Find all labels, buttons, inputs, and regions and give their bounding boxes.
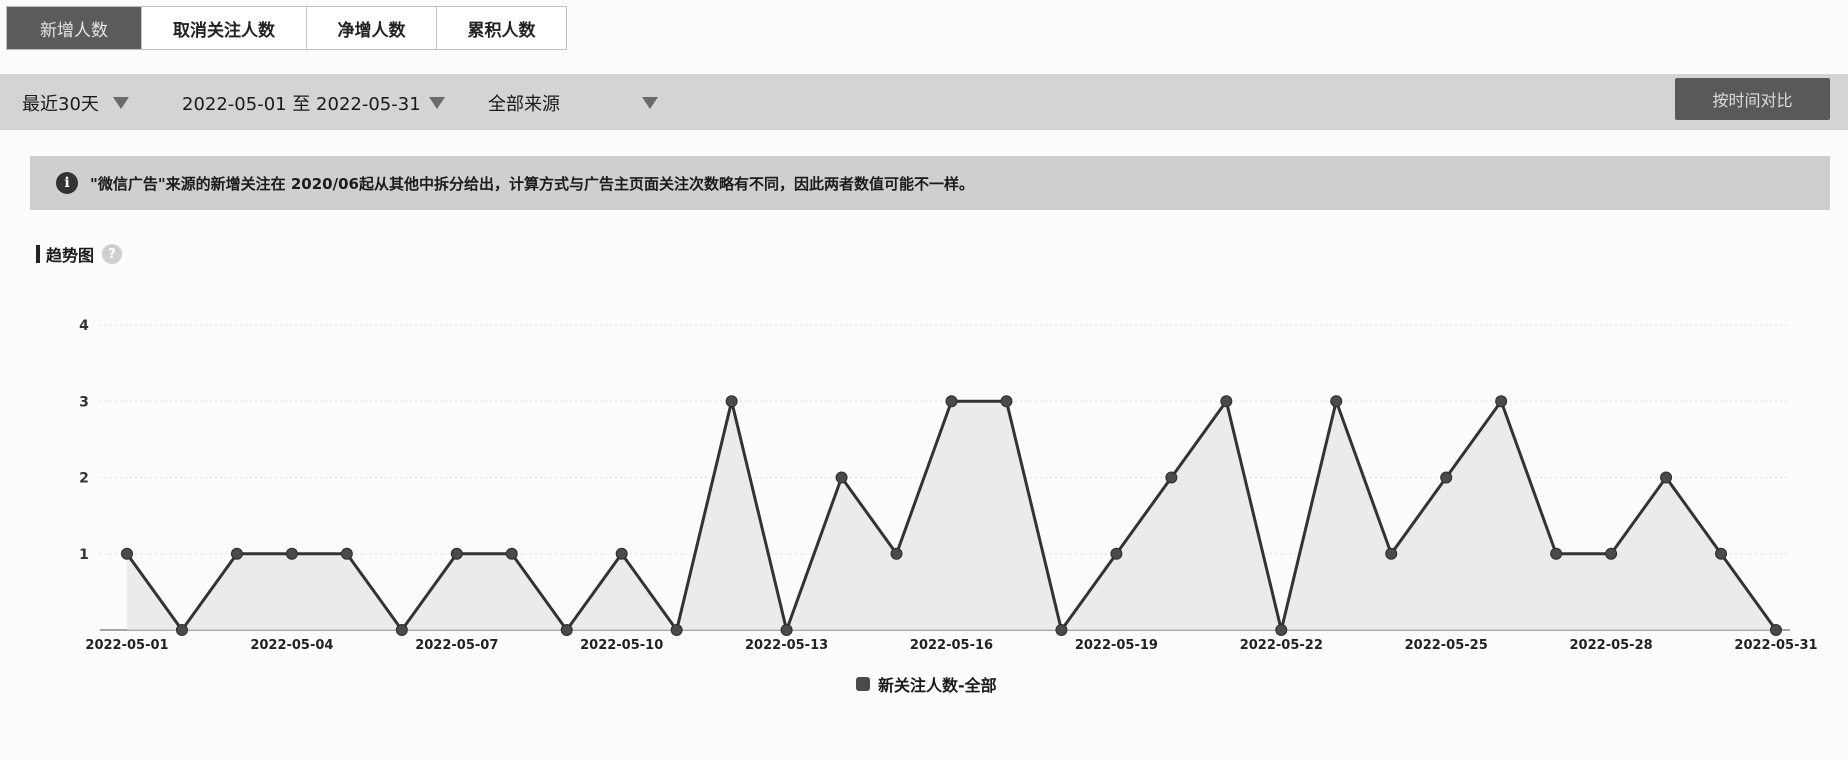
x-tick-label: 2022-05-28 [1570, 638, 1653, 653]
data-point [395, 624, 408, 636]
data-point [1330, 395, 1343, 408]
data-point [560, 624, 573, 636]
range-select[interactable]: 最近30天 [22, 90, 129, 116]
source-select-value: 全部来源 [488, 94, 560, 115]
x-tick-label: 2022-05-31 [1734, 638, 1817, 653]
data-point [1605, 547, 1618, 560]
compare-by-time-button[interactable]: 按时间对比 [1675, 78, 1830, 120]
data-point [670, 624, 683, 636]
data-point [230, 547, 243, 560]
legend-label: 新关注人数-全部 [878, 676, 997, 695]
data-point [1000, 395, 1013, 408]
y-tick-label: 4 [79, 318, 89, 334]
y-axis-ticks: 1 2 3 4 [79, 318, 89, 563]
data-point [1770, 624, 1782, 636]
data-point [1495, 395, 1508, 408]
x-axis-ticks: 2022-05-01 2022-05-04 2022-05-07 2022-05-10… [85, 638, 1817, 653]
tab-unfollowers[interactable]: 取消关注人数 [141, 7, 306, 49]
data-point [945, 395, 958, 408]
legend-swatch [856, 677, 870, 691]
chevron-down-icon [428, 97, 445, 109]
date-range-value: 2022-05-01 至 2022-05-31 [182, 94, 421, 115]
x-tick-label: 2022-05-16 [910, 638, 993, 653]
data-point [1660, 471, 1673, 484]
x-tick-label: 2022-05-22 [1240, 638, 1323, 653]
section-header: 趋势图 ? [36, 242, 123, 266]
series-points [121, 395, 1782, 636]
x-tick-label: 2022-05-13 [745, 638, 828, 653]
metric-tabs: 新增人数 取消关注人数 净增人数 累积人数 [6, 6, 567, 50]
y-tick-label: 2 [79, 471, 89, 487]
data-point [725, 395, 738, 408]
x-tick-label: 2022-05-01 [85, 638, 168, 653]
data-point [175, 624, 188, 636]
y-tick-label: 3 [79, 394, 89, 410]
data-point [285, 547, 298, 560]
tab-new-followers[interactable]: 新增人数 [7, 7, 141, 49]
tab-cumulative-followers[interactable]: 累积人数 [436, 7, 566, 49]
data-point [505, 547, 518, 560]
x-tick-label: 2022-05-25 [1405, 638, 1488, 653]
series-area [127, 401, 1776, 630]
data-point [1110, 547, 1123, 560]
data-point [450, 547, 463, 560]
section-marker [36, 245, 40, 263]
filter-bar [0, 74, 1848, 130]
data-point [615, 547, 628, 560]
chevron-down-icon [642, 97, 658, 109]
data-point [1165, 471, 1178, 484]
data-point [1550, 547, 1563, 560]
section-title: 趋势图 [46, 246, 95, 265]
x-tick-label: 2022-05-10 [580, 638, 663, 653]
x-tick-label: 2022-05-04 [250, 638, 333, 653]
help-icon[interactable]: ? [102, 244, 123, 264]
x-tick-label: 2022-05-19 [1075, 638, 1158, 653]
tab-net-followers[interactable]: 净增人数 [306, 7, 436, 49]
chevron-down-icon [112, 97, 129, 109]
data-point [780, 624, 793, 636]
series-area-fill [127, 401, 1776, 630]
info-icon: i [56, 172, 78, 194]
chart-legend[interactable]: 新关注人数-全部 [856, 672, 997, 696]
range-select-value: 最近30天 [22, 94, 99, 115]
date-range-select[interactable]: 2022-05-01 至 2022-05-31 [182, 90, 445, 116]
data-point [835, 471, 848, 484]
data-point [1220, 395, 1233, 408]
notice-text: "微信广告"来源的新增关注在 2020/06起从其他中拆分给出，计算方式与广告主… [90, 174, 974, 193]
y-tick-label: 1 [79, 547, 89, 563]
source-select[interactable]: 全部来源 [488, 90, 658, 116]
notice-banner: i "微信广告"来源的新增关注在 2020/06起从其他中拆分给出，计算方式与广… [30, 156, 1830, 210]
x-tick-label: 2022-05-07 [415, 638, 498, 653]
data-point [1715, 547, 1728, 560]
data-point [1385, 547, 1398, 560]
data-point [340, 547, 353, 560]
data-point [1440, 471, 1453, 484]
data-point [1055, 624, 1068, 636]
data-point [121, 547, 133, 560]
data-point [1275, 624, 1288, 636]
data-point [890, 547, 903, 560]
